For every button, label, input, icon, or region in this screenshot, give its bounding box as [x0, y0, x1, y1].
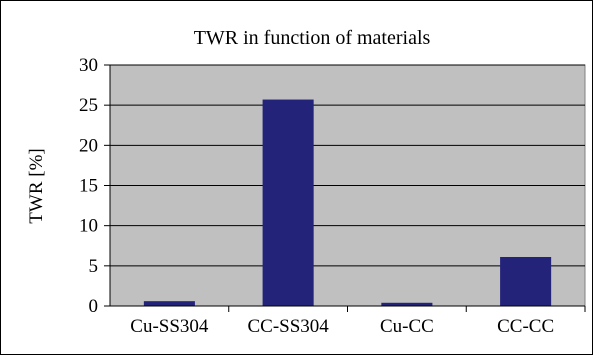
bar-cu-ss304: [143, 301, 195, 306]
y-axis-label: TWR [%]: [26, 148, 47, 223]
x-tick-label: Cu-SS304: [130, 316, 209, 337]
x-tick-label: CC-SS304: [247, 316, 329, 337]
y-tick-label: 0: [89, 296, 99, 317]
y-tick-label: 25: [79, 95, 98, 116]
bar-cc-ss304: [262, 99, 314, 306]
y-tick-label: 20: [79, 135, 98, 156]
y-tick-label: 30: [79, 55, 98, 76]
y-tick-label: 5: [89, 256, 99, 277]
x-axis-ticks: Cu-SS304 CC-SS304 Cu-CC CC-CC: [130, 306, 586, 337]
x-tick-label: CC-CC: [497, 316, 554, 337]
y-tick-label: 15: [79, 176, 98, 197]
bar-cu-cc: [381, 302, 433, 306]
bar-cc-cc: [500, 256, 552, 306]
x-tick-label: Cu-CC: [380, 316, 434, 337]
chart-title: TWR in function of materials: [194, 27, 431, 49]
bars: [143, 99, 552, 306]
y-tick-label: 10: [79, 216, 98, 237]
gridlines: [110, 64, 585, 267]
y-axis-ticks: 0 5 10 15 20 25 30: [79, 55, 110, 317]
